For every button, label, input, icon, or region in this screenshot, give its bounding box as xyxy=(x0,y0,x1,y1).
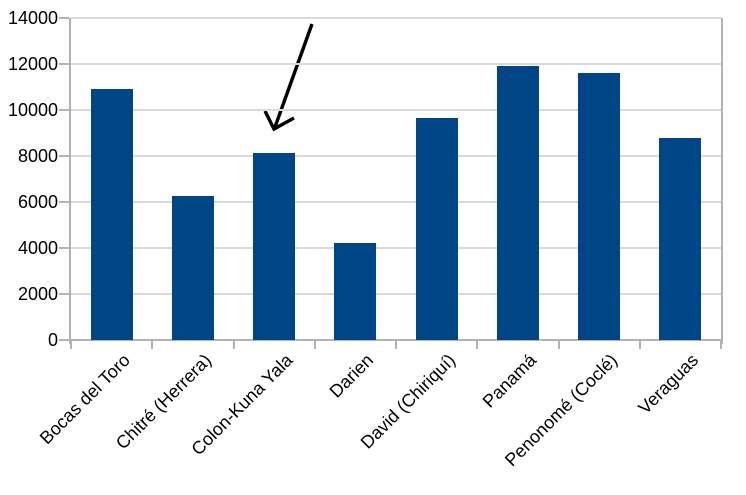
y-axis-tick-label: 6000 xyxy=(17,192,58,212)
y-axis-tick-label: 4000 xyxy=(17,238,58,258)
plot-right-border xyxy=(721,18,723,344)
bar-veraguas xyxy=(659,137,702,340)
y-axis-tick-label: 14000 xyxy=(7,8,58,28)
y-axis-tick xyxy=(59,247,69,249)
y-axis-tick xyxy=(59,155,69,157)
bar-darien xyxy=(334,243,377,340)
bar-bocas-del-toro xyxy=(90,89,133,340)
y-axis-tick-label: 0 xyxy=(47,330,58,350)
x-axis-tick xyxy=(720,341,722,349)
x-axis-tick xyxy=(232,341,235,349)
bar-panam xyxy=(496,66,539,340)
y-axis-line xyxy=(69,18,71,344)
x-axis-category-label: Panamá xyxy=(478,350,541,412)
x-axis-line xyxy=(69,339,723,341)
x-axis-category-label: Darien xyxy=(325,350,378,402)
x-axis-tick xyxy=(638,341,641,349)
y-axis-tick xyxy=(59,109,69,111)
y-axis-tick xyxy=(59,293,69,295)
x-axis-tick xyxy=(313,341,316,349)
gridline xyxy=(71,109,721,111)
y-axis-tick xyxy=(59,201,69,203)
y-axis-tick xyxy=(59,63,69,65)
gridline xyxy=(71,201,721,203)
x-axis-tick xyxy=(395,341,397,349)
bar-chitr-herrera xyxy=(171,196,214,340)
gridline xyxy=(71,293,721,295)
x-axis-category-label: Veraguas xyxy=(634,350,703,418)
gridline xyxy=(71,247,721,249)
y-axis-tick-label: 12000 xyxy=(7,54,58,74)
y-axis-tick-label: 8000 xyxy=(17,146,58,166)
y-axis-tick xyxy=(59,339,69,341)
bar-david-chiriqu xyxy=(415,118,458,340)
x-axis-tick xyxy=(151,341,154,349)
gridline xyxy=(71,63,721,65)
bar-penonom-cocl xyxy=(578,73,621,340)
bar-colon-kuna-yala xyxy=(253,152,296,340)
x-axis-tick xyxy=(70,341,72,349)
gridline xyxy=(71,17,721,19)
y-axis-tick-label: 2000 xyxy=(17,284,58,304)
x-axis-tick xyxy=(476,341,479,349)
y-axis-tick xyxy=(59,17,69,19)
y-axis-tick-label: 10000 xyxy=(7,100,58,120)
gridline xyxy=(71,155,721,157)
x-axis-tick xyxy=(557,341,560,349)
